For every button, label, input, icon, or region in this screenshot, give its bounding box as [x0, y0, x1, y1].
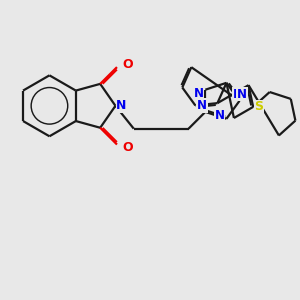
Text: O: O: [122, 141, 133, 154]
Text: N: N: [194, 87, 204, 100]
Text: N: N: [215, 109, 225, 122]
Text: O: O: [122, 58, 133, 70]
Text: N: N: [116, 99, 127, 112]
Text: S: S: [254, 100, 263, 113]
Text: N: N: [233, 88, 243, 100]
Text: N: N: [237, 88, 247, 100]
Text: N: N: [197, 99, 207, 112]
